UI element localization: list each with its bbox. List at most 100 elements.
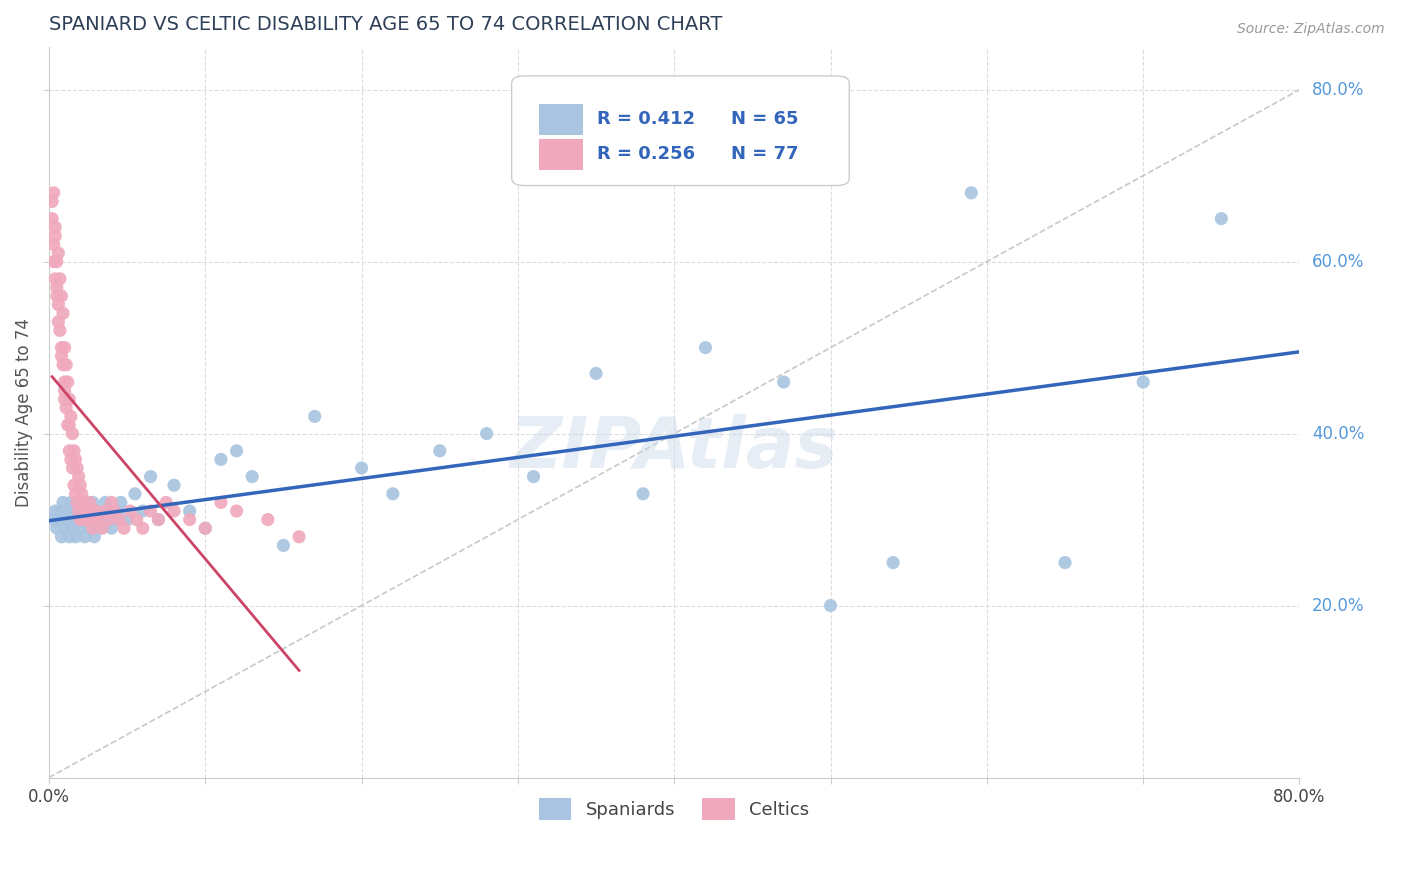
Point (63, 504, 86, 518)
Point (48, 315, 70, 329)
Point (45, 521, 67, 535)
Point (44, 272, 66, 286)
Point (67, 469, 90, 483)
Point (148, 513, 170, 527)
Point (80, 513, 103, 527)
Point (194, 521, 217, 535)
Text: ZIPAtlas: ZIPAtlas (510, 414, 838, 483)
Point (58, 392, 80, 407)
Point (522, 469, 544, 483)
Point (94, 504, 117, 518)
Point (44, 504, 66, 518)
Point (45, 289, 67, 303)
Text: R = 0.412: R = 0.412 (596, 111, 695, 128)
Point (163, 478, 186, 492)
Point (163, 504, 186, 518)
Point (87, 521, 110, 535)
Point (107, 504, 129, 518)
Point (52, 495, 75, 509)
Point (80, 504, 103, 518)
Point (695, 341, 717, 355)
Point (59, 495, 82, 509)
Point (209, 495, 232, 509)
Point (45, 280, 67, 294)
Point (53, 375, 76, 389)
Point (53, 521, 76, 535)
Point (91, 521, 114, 535)
Point (94, 495, 117, 509)
Point (67, 504, 90, 518)
Point (41, 211, 63, 226)
Point (62, 461, 84, 475)
Point (51, 341, 73, 355)
Point (67, 521, 90, 535)
Point (97, 513, 120, 527)
FancyBboxPatch shape (538, 139, 583, 169)
Point (48, 513, 70, 527)
Point (66, 495, 89, 509)
Point (56, 417, 79, 432)
Point (42, 254, 65, 268)
Point (70, 504, 93, 518)
Point (120, 504, 142, 518)
Text: 60.0%: 60.0% (1312, 252, 1364, 270)
Point (1053, 556, 1076, 570)
Point (49, 272, 72, 286)
Point (53, 341, 76, 355)
FancyBboxPatch shape (512, 76, 849, 186)
Point (56, 375, 79, 389)
Y-axis label: Disability Age 65 to 74: Disability Age 65 to 74 (15, 318, 32, 507)
Point (79, 521, 101, 535)
Point (132, 521, 155, 535)
Point (1132, 375, 1154, 389)
FancyBboxPatch shape (538, 104, 583, 135)
Point (631, 487, 654, 501)
Point (63, 478, 86, 492)
Point (48, 246, 70, 260)
Point (87, 513, 110, 527)
Text: Source: ZipAtlas.com: Source: ZipAtlas.com (1237, 22, 1385, 37)
Point (48, 298, 70, 312)
Point (350, 461, 373, 475)
Point (104, 504, 127, 518)
Point (42, 186, 65, 200)
Point (84, 504, 107, 518)
Point (240, 469, 263, 483)
Text: 40.0%: 40.0% (1312, 425, 1364, 442)
Point (77, 513, 100, 527)
Point (52, 306, 75, 320)
Point (62, 513, 84, 527)
Point (70, 487, 93, 501)
Point (225, 504, 247, 518)
Text: N = 77: N = 77 (731, 145, 799, 163)
Point (53, 392, 76, 407)
Point (65, 487, 87, 501)
Point (288, 530, 311, 544)
Point (41, 194, 63, 209)
Point (381, 487, 404, 501)
Point (960, 186, 983, 200)
Text: 20.0%: 20.0% (1312, 597, 1364, 615)
Point (77, 504, 100, 518)
Point (42, 513, 65, 527)
Point (59, 452, 82, 467)
Text: 80.0%: 80.0% (1312, 80, 1364, 99)
Point (882, 556, 904, 570)
Point (55, 504, 77, 518)
Point (56, 513, 79, 527)
Text: R = 0.256: R = 0.256 (596, 145, 695, 163)
Point (132, 504, 155, 518)
Point (91, 513, 114, 527)
Point (65, 530, 87, 544)
Point (65, 452, 87, 467)
Point (69, 513, 91, 527)
Point (69, 478, 91, 492)
Point (49, 504, 72, 518)
Point (104, 513, 127, 527)
Point (72, 495, 94, 509)
Point (51, 289, 73, 303)
Point (69, 513, 91, 527)
Point (73, 530, 96, 544)
Point (42, 237, 65, 252)
Point (55, 358, 77, 372)
